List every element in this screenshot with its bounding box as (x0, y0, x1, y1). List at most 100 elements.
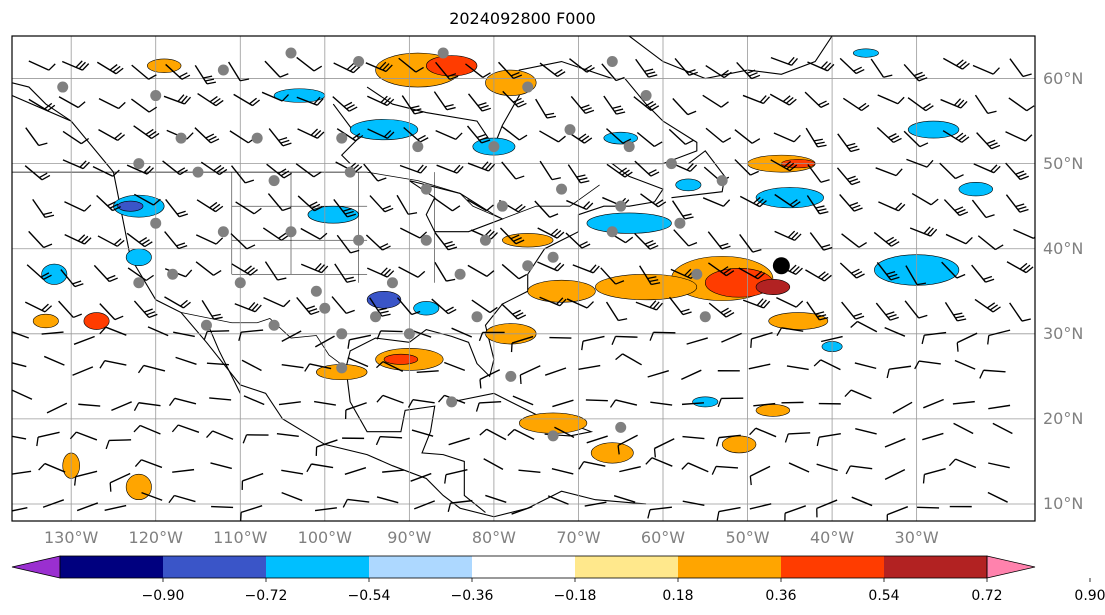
station-dot (412, 141, 424, 153)
wind-barb (478, 331, 505, 342)
wind-barb (127, 267, 154, 282)
wind-barb (884, 438, 906, 448)
wind-barb (501, 161, 525, 180)
wind-barb (230, 233, 256, 250)
contour-region (675, 178, 702, 192)
wind-barb (943, 57, 970, 70)
station-dot (167, 268, 179, 280)
wind-barb (331, 296, 355, 314)
wind-barb (640, 193, 667, 208)
wind-barb (805, 127, 827, 148)
station-dot (606, 56, 618, 68)
coastline (451, 392, 545, 420)
wind-barb (1013, 228, 1035, 240)
wind-barb (105, 439, 132, 450)
wind-barb (344, 467, 367, 475)
wind-barb (941, 261, 966, 279)
coastline (12, 82, 72, 122)
wind-barb (601, 63, 625, 82)
colorbar-segment (678, 556, 782, 578)
lon-label: 30°W (894, 528, 939, 547)
map-frame (11, 35, 1036, 522)
wind-barb (314, 335, 335, 348)
wind-barb (264, 261, 287, 281)
wind-barb (903, 64, 928, 82)
wind-barb (953, 422, 974, 435)
wind-barb (266, 163, 292, 179)
colorbar-segment (472, 556, 576, 578)
wind-barb (399, 164, 428, 174)
wind-barb (875, 302, 899, 321)
wind-barb (69, 431, 98, 441)
wind-barb (507, 428, 535, 440)
wind-barb (375, 360, 404, 373)
wind-barb (884, 326, 906, 337)
wind-barb (332, 96, 358, 112)
wind-barb (363, 163, 387, 182)
wind-barb (742, 94, 770, 105)
station-dot (386, 277, 398, 289)
wind-barb (93, 264, 118, 283)
wind-barb (235, 201, 262, 215)
wind-barb (234, 302, 262, 313)
wind-barb (749, 465, 771, 486)
wind-barb (194, 64, 217, 85)
wind-barb (137, 364, 166, 374)
wind-barb (434, 197, 461, 212)
wind-barb (126, 232, 153, 248)
station-dot (234, 277, 246, 289)
wind-barb (971, 264, 995, 283)
wind-barb (295, 163, 322, 178)
wind-barb (906, 158, 934, 168)
colorbar-label: −0.72 (244, 588, 288, 604)
wind-barb (821, 335, 843, 343)
wind-barb (681, 369, 702, 381)
wind-barb (876, 126, 902, 143)
wind-barb (163, 94, 192, 105)
wind-barb (539, 296, 567, 307)
wind-barb (365, 61, 393, 73)
station-dot (640, 90, 652, 102)
lon-label: 50°W (725, 528, 770, 547)
wind-barb (748, 363, 771, 370)
wind-barb (451, 327, 473, 338)
wind-barb (1008, 97, 1035, 112)
station-dot (547, 251, 559, 263)
wind-barb (28, 60, 56, 71)
wind-barb (606, 128, 632, 144)
colorbar-segment (163, 556, 267, 578)
wind-barb (570, 96, 595, 114)
wind-barb (702, 197, 731, 207)
wind-barb (708, 302, 735, 318)
wind-barb (603, 95, 626, 115)
wind-barb (399, 227, 428, 239)
wind-barb (839, 57, 865, 75)
lon-label: 40°W (809, 528, 855, 547)
wind-barb (750, 331, 773, 348)
colorbar-label: −0.90 (141, 588, 185, 604)
station-dot (665, 158, 677, 170)
colorbar-segment (884, 556, 988, 578)
wind-barb (749, 427, 777, 438)
wind-barb (278, 401, 301, 406)
wind-barb (281, 363, 304, 369)
contour-region (32, 313, 59, 329)
wind-barb (788, 462, 810, 473)
wind-barb (131, 64, 157, 80)
wind-barb (64, 201, 92, 212)
contour-region (518, 412, 588, 434)
wind-barb (647, 506, 672, 519)
wind-barb (195, 234, 224, 245)
wind-barb (28, 230, 53, 249)
station-dot (336, 132, 348, 144)
wind-barb (512, 395, 534, 406)
wind-barb (172, 468, 195, 473)
wind-barb (650, 401, 673, 406)
contour-region (721, 435, 757, 454)
station-dot (496, 200, 508, 212)
station-dot (150, 90, 162, 102)
wind-barb (98, 98, 126, 110)
wind-barb (600, 267, 625, 285)
wind-barb (635, 58, 658, 78)
wind-barb (336, 234, 360, 254)
